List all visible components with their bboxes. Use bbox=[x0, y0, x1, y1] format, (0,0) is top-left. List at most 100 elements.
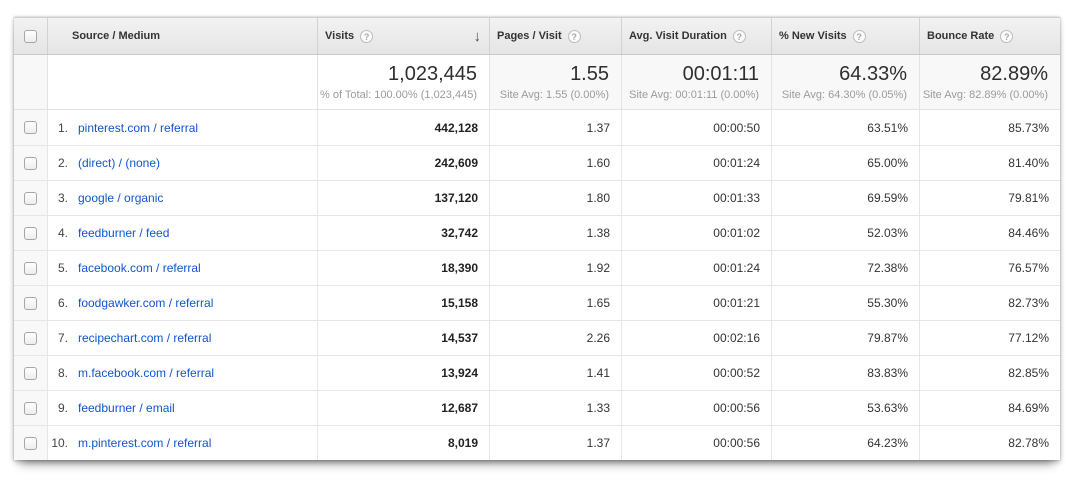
table-row: 4. feedburner / feed 32,742 1.38 00:01:0… bbox=[14, 215, 1060, 250]
source-medium-link[interactable]: feedburner / feed bbox=[78, 226, 170, 240]
pages-per-visit-value: 1.41 bbox=[489, 356, 621, 390]
column-header-label: Visits bbox=[325, 30, 355, 42]
row-checkbox[interactable] bbox=[24, 261, 37, 275]
source-medium-link[interactable]: recipechart.com / referral bbox=[78, 331, 212, 345]
bounce-rate-value: 84.46% bbox=[919, 216, 1060, 250]
row-checkbox-cell bbox=[14, 391, 47, 425]
source-medium-cell: 5. facebook.com / referral bbox=[47, 251, 317, 285]
bounce-rate-value: 84.69% bbox=[919, 391, 1060, 425]
summary-row: 1,023,445 % of Total: 100.00% (1,023,445… bbox=[14, 55, 1060, 110]
row-checkbox[interactable] bbox=[24, 191, 37, 205]
row-checkbox-cell bbox=[14, 181, 47, 215]
row-checkbox-cell bbox=[14, 426, 47, 460]
visits-value: 8,019 bbox=[317, 426, 489, 460]
source-medium-link[interactable]: m.facebook.com / referral bbox=[78, 366, 215, 380]
source-medium-link[interactable]: foodgawker.com / referral bbox=[78, 296, 214, 310]
select-all-checkbox[interactable] bbox=[24, 29, 37, 43]
summary-checkbox-cell bbox=[14, 55, 47, 109]
column-header-label: Bounce Rate bbox=[927, 30, 995, 42]
sort-descending-icon: ↓ bbox=[473, 27, 482, 45]
bounce-rate-value: 82.78% bbox=[919, 426, 1060, 460]
summary-source-cell bbox=[47, 55, 317, 109]
pct-new-visits-value: 64.23% bbox=[771, 426, 919, 460]
pages-per-visit-value: 2.26 bbox=[489, 321, 621, 355]
column-header-label: Avg. Visit Duration bbox=[629, 30, 727, 42]
table-body: 1. pinterest.com / referral 442,128 1.37… bbox=[14, 110, 1060, 460]
row-checkbox-cell bbox=[14, 146, 47, 180]
row-rank: 1. bbox=[57, 120, 68, 135]
summary-value: 1.55 bbox=[570, 63, 609, 85]
column-header-bounce-rate[interactable]: Bounce Rate ? bbox=[919, 18, 1060, 54]
source-medium-cell: 4. feedburner / feed bbox=[47, 216, 317, 250]
row-rank: 3. bbox=[57, 191, 68, 205]
bounce-rate-value: 82.73% bbox=[919, 286, 1060, 320]
visits-value: 18,390 bbox=[317, 251, 489, 285]
row-checkbox-cell bbox=[14, 321, 47, 355]
avg-visit-duration-value: 00:01:02 bbox=[621, 216, 771, 250]
source-medium-link[interactable]: feedburner / email bbox=[78, 401, 175, 415]
pages-per-visit-value: 1.38 bbox=[489, 216, 621, 250]
row-checkbox-cell bbox=[14, 286, 47, 320]
source-medium-link[interactable]: google / organic bbox=[78, 191, 164, 205]
table-row: 9. feedburner / email 12,687 1.33 00:00:… bbox=[14, 390, 1060, 425]
avg-visit-duration-value: 00:00:50 bbox=[621, 110, 771, 145]
column-header-avg-visit-duration[interactable]: Avg. Visit Duration ? bbox=[621, 18, 771, 54]
column-header-visits[interactable]: Visits ? ↓ bbox=[317, 18, 489, 54]
visits-value: 15,158 bbox=[317, 286, 489, 320]
row-checkbox[interactable] bbox=[24, 121, 37, 134]
row-rank: 6. bbox=[57, 296, 68, 310]
row-checkbox[interactable] bbox=[24, 331, 37, 345]
summary-value: 82.89% bbox=[980, 63, 1048, 85]
pages-per-visit-value: 1.33 bbox=[489, 391, 621, 425]
table-row: 1. pinterest.com / referral 442,128 1.37… bbox=[14, 110, 1060, 145]
pct-new-visits-value: 55.30% bbox=[771, 286, 919, 320]
source-medium-cell: 2. (direct) / (none) bbox=[47, 146, 317, 180]
row-checkbox[interactable] bbox=[24, 401, 37, 415]
help-icon[interactable]: ? bbox=[567, 29, 581, 43]
row-checkbox[interactable] bbox=[24, 296, 37, 310]
help-icon[interactable]: ? bbox=[852, 29, 866, 43]
row-rank: 10. bbox=[51, 436, 68, 450]
pages-per-visit-value: 1.37 bbox=[489, 426, 621, 460]
visits-value: 137,120 bbox=[317, 181, 489, 215]
pages-per-visit-value: 1.60 bbox=[489, 146, 621, 180]
visits-value: 13,924 bbox=[317, 356, 489, 390]
analytics-sources-table: Source / Medium Visits ? ↓ Pages / Visit… bbox=[14, 17, 1060, 460]
column-header-pct-new-visits[interactable]: % New Visits ? bbox=[771, 18, 919, 54]
summary-visits: 1,023,445 % of Total: 100.00% (1,023,445… bbox=[317, 55, 489, 109]
pct-new-visits-value: 83.83% bbox=[771, 356, 919, 390]
row-checkbox[interactable] bbox=[24, 436, 37, 450]
summary-subtext: Site Avg: 64.30% (0.05%) bbox=[781, 89, 907, 101]
table-row: 5. facebook.com / referral 18,390 1.92 0… bbox=[14, 250, 1060, 285]
table-row: 2. (direct) / (none) 242,609 1.60 00:01:… bbox=[14, 145, 1060, 180]
source-medium-cell: 10. m.pinterest.com / referral bbox=[47, 426, 317, 460]
row-checkbox[interactable] bbox=[24, 366, 37, 380]
avg-visit-duration-value: 00:01:24 bbox=[621, 146, 771, 180]
summary-subtext: Site Avg: 00:01:11 (0.00%) bbox=[629, 89, 759, 101]
avg-visit-duration-value: 00:01:21 bbox=[621, 286, 771, 320]
summary-value: 64.33% bbox=[839, 63, 907, 85]
row-rank: 8. bbox=[57, 366, 68, 380]
avg-visit-duration-value: 00:00:52 bbox=[621, 356, 771, 390]
summary-pages-per-visit: 1.55 Site Avg: 1.55 (0.00%) bbox=[489, 55, 621, 109]
column-header-source-medium: Source / Medium bbox=[47, 18, 317, 54]
source-medium-link[interactable]: m.pinterest.com / referral bbox=[78, 436, 212, 450]
row-checkbox[interactable] bbox=[24, 226, 37, 240]
visits-value: 242,609 bbox=[317, 146, 489, 180]
bounce-rate-value: 81.40% bbox=[919, 146, 1060, 180]
column-header-pages-per-visit[interactable]: Pages / Visit ? bbox=[489, 18, 621, 54]
avg-visit-duration-value: 00:01:33 bbox=[621, 181, 771, 215]
source-medium-link[interactable]: (direct) / (none) bbox=[78, 156, 161, 170]
row-rank: 2. bbox=[57, 156, 68, 170]
help-icon[interactable]: ? bbox=[732, 29, 746, 43]
source-medium-cell: 7. recipechart.com / referral bbox=[47, 321, 317, 355]
row-checkbox[interactable] bbox=[24, 156, 37, 170]
source-medium-link[interactable]: facebook.com / referral bbox=[78, 261, 201, 275]
help-icon[interactable]: ? bbox=[1000, 29, 1014, 43]
summary-subtext: Site Avg: 82.89% (0.00%) bbox=[922, 89, 1048, 101]
help-icon[interactable]: ? bbox=[360, 29, 374, 43]
table-row: 10. m.pinterest.com / referral 8,019 1.3… bbox=[14, 425, 1060, 460]
row-checkbox-cell bbox=[14, 216, 47, 250]
source-medium-link[interactable]: pinterest.com / referral bbox=[78, 120, 199, 135]
avg-visit-duration-value: 00:02:16 bbox=[621, 321, 771, 355]
